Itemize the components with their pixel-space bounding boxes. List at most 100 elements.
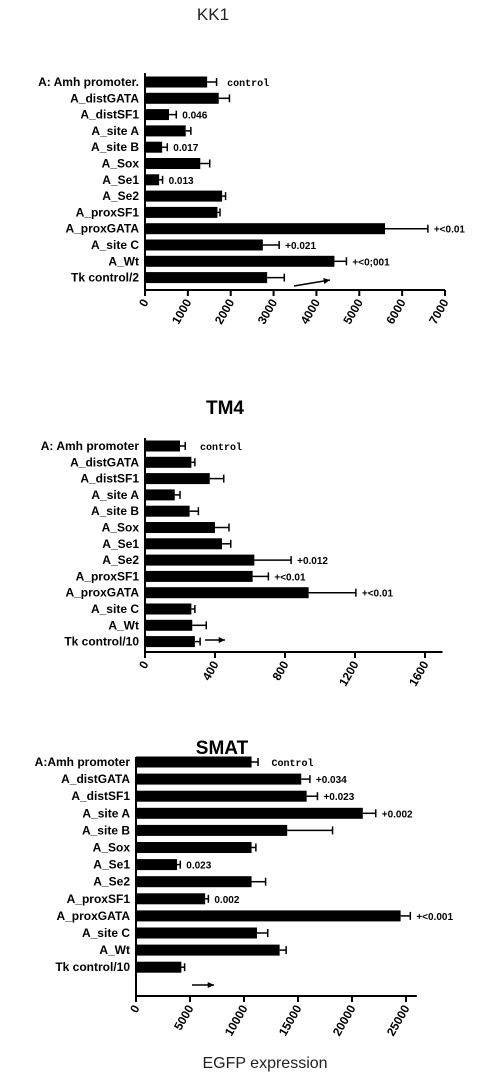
bar-annotation: +<0.01	[434, 225, 466, 236]
category-label: A_proxGATA	[65, 586, 139, 600]
bar-annotation: +<0.01	[362, 589, 394, 600]
bar	[145, 158, 201, 169]
bar	[136, 910, 401, 922]
category-label: A_site B	[91, 504, 139, 518]
category-label: A_Se1	[102, 173, 139, 187]
bar	[136, 859, 178, 871]
bar	[136, 927, 257, 939]
x-tick-label: 3000	[255, 296, 281, 326]
category-label: Tk control/2	[71, 271, 139, 285]
bar	[136, 876, 252, 888]
bar	[145, 636, 195, 648]
category-label: A_site B	[82, 823, 130, 837]
bar-annotation: 0.046	[182, 111, 207, 122]
category-label: Tk control/10	[64, 635, 139, 649]
category-label: A_Sox	[93, 841, 131, 855]
bar	[136, 773, 302, 785]
category-label: A_distSF1	[71, 789, 130, 803]
bar-annotation: 0.017	[173, 143, 198, 154]
panel-smat: SMAT A:Amh promoter Control A_distGATA +0.03…	[35, 738, 454, 1038]
bar-annotation: +<0.01	[274, 572, 306, 583]
category-label: A_site B	[91, 140, 139, 154]
bar	[145, 255, 335, 267]
x-tick-label: 25000	[384, 1002, 413, 1038]
category-label: A_proxSF1	[76, 569, 140, 583]
chart-title: KK1	[197, 5, 229, 24]
bar-annotation: +0.002	[382, 809, 413, 820]
bar-annotation: +0.012	[297, 556, 328, 567]
category-label: A_proxGATA	[65, 222, 139, 236]
bar-annotation: control	[227, 78, 269, 90]
bar-annotation: Control	[272, 758, 314, 770]
bar	[145, 570, 253, 582]
x-tick-label: 20000	[330, 1002, 359, 1038]
bar	[145, 538, 222, 550]
bar	[145, 206, 218, 218]
category-label: A_proxSF1	[76, 205, 140, 219]
bar	[145, 125, 186, 137]
bar	[136, 756, 252, 768]
bar	[145, 505, 190, 517]
arrow-head	[218, 636, 225, 644]
category-label: A_site C	[91, 602, 139, 616]
bar-annotation: +0.034	[316, 775, 347, 786]
x-axis-label: EGFP expression	[202, 1055, 327, 1072]
panel-tm4: TM4 A: Amh promoter control A_distGATA A_dis…	[41, 398, 443, 689]
bar-annotation: control	[200, 442, 242, 454]
category-label: A_site A	[82, 806, 130, 820]
bar-annotation: 0.002	[214, 895, 239, 906]
bar	[136, 824, 288, 836]
category-label: A_Sox	[102, 157, 140, 171]
x-tick-label: 6000	[383, 296, 409, 326]
bar	[145, 554, 255, 566]
bar	[136, 842, 252, 853]
bar-annotation: 0.023	[186, 861, 211, 872]
bar	[145, 473, 210, 485]
bar	[145, 92, 219, 104]
x-tick-label: 4000	[298, 296, 324, 326]
category-label: A_site A	[91, 488, 139, 502]
category-label: A_distSF1	[80, 108, 139, 122]
category-label: A:Amh promoter	[35, 755, 131, 769]
category-label: A: Amh promoter	[41, 439, 140, 453]
bar	[145, 190, 223, 202]
x-tick-label: 1600	[406, 658, 432, 688]
bar	[136, 961, 182, 973]
x-tick-label: 800	[269, 658, 291, 683]
category-label: A_Wt	[99, 943, 130, 957]
bar	[136, 893, 206, 905]
category-label: A_site C	[91, 238, 139, 252]
category-label: A_Wt	[108, 618, 139, 632]
bar	[136, 790, 307, 802]
category-label: A_site C	[82, 926, 130, 940]
bar-annotation: +<0.001	[416, 912, 453, 923]
category-label: A_proxSF1	[67, 892, 131, 906]
x-tick-label: 10000	[222, 1002, 251, 1038]
bar	[145, 239, 263, 251]
bar	[136, 944, 280, 956]
bar	[145, 456, 192, 468]
x-tick-label: 0	[127, 1002, 143, 1015]
x-tick-label: 1000	[169, 296, 195, 326]
bar	[145, 587, 309, 599]
category-label: A: Amh promoter.	[38, 75, 139, 89]
category-label: A_distGATA	[70, 455, 139, 469]
category-label: A_Sox	[102, 521, 140, 535]
bar	[145, 440, 180, 452]
bar	[145, 272, 268, 284]
bar	[145, 109, 169, 121]
arrow-head	[207, 981, 214, 989]
bar-annotation: +0.023	[323, 792, 354, 803]
x-tick-label: 0	[136, 658, 152, 671]
bar-annotation: +0.021	[285, 241, 316, 252]
x-tick-label: 2000	[212, 296, 238, 326]
category-label: A_distGATA	[70, 91, 139, 105]
bar-annotation: 0.013	[169, 176, 194, 187]
bar	[145, 174, 160, 186]
x-tick-label: 5000	[340, 296, 366, 326]
bar	[145, 522, 215, 533]
bar	[145, 141, 163, 153]
bar-annotation: +<0;001	[352, 257, 390, 268]
bar	[145, 489, 175, 501]
